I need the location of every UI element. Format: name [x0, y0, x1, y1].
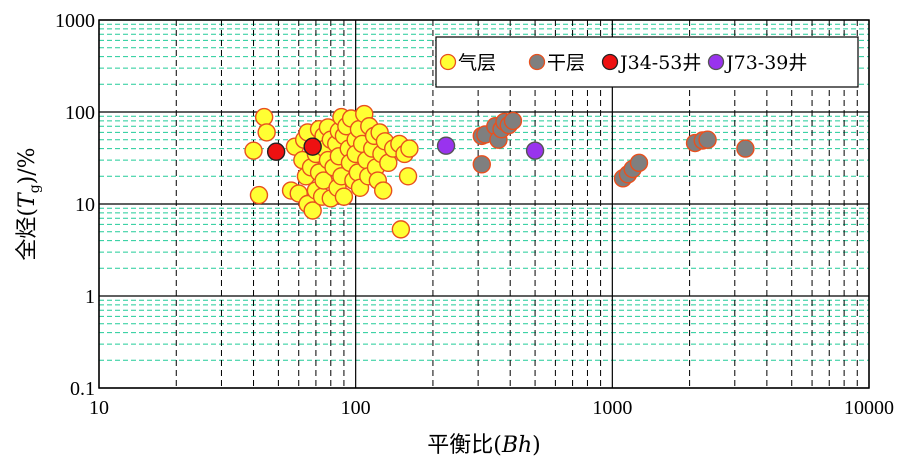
data-point: [698, 130, 717, 149]
legend-label: J34-53井: [618, 52, 701, 74]
plot-frame: [98, 19, 870, 389]
data-point: [254, 107, 274, 127]
legend: 气层 干层 J34-53井 J73-39井: [435, 36, 859, 88]
data-point: [257, 123, 276, 142]
data-point: [436, 136, 456, 155]
x-tick-labels: 10 100 1000 10000: [89, 397, 894, 419]
legend-label: 气层: [458, 52, 496, 74]
y-tick-labels: 0.1 1 10 100 1000: [55, 10, 95, 400]
y-tick-label: 0.1: [70, 378, 95, 400]
data-point: [629, 153, 649, 173]
x-tick-label: 1000: [592, 397, 632, 419]
data-point: [391, 220, 411, 239]
data-point: [503, 111, 523, 131]
data-point: [736, 139, 755, 158]
y-tick-label: 1: [85, 286, 95, 308]
legend-marker: [601, 53, 619, 71]
data-point: [472, 155, 491, 174]
y-tick-label: 100: [65, 102, 95, 124]
legend-marker: [528, 53, 546, 71]
data-point: [303, 137, 322, 156]
data-point: [525, 141, 545, 160]
legend-label: J73-39井: [724, 52, 807, 74]
data-point: [244, 141, 263, 160]
legend-label: 干层: [547, 52, 585, 74]
legend-marker: [707, 53, 725, 71]
data-points: [244, 104, 755, 239]
y-tick-label: 10: [75, 194, 95, 216]
data-point: [373, 181, 393, 200]
x-tick-label: 10: [89, 397, 109, 419]
data-point: [334, 187, 354, 206]
legend-marker: [439, 53, 457, 71]
data-point: [249, 185, 269, 205]
data-point: [400, 139, 419, 158]
y-tick-label: 1000: [55, 10, 95, 32]
data-point: [266, 142, 286, 161]
data-point: [398, 167, 418, 186]
legend-box: [435, 36, 859, 88]
x-tick-label: 100: [341, 397, 371, 419]
data-point: [303, 201, 322, 220]
x-axis-title: 平衡比(Bh): [427, 433, 541, 458]
y-axis-title: 全烃(Tg)/%: [15, 147, 43, 260]
x-tick-label: 10000: [844, 397, 894, 419]
